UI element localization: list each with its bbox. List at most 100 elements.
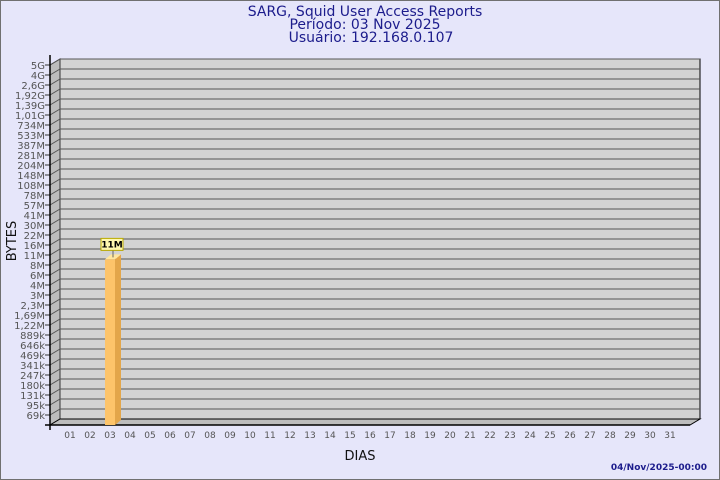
- y-axis-label: BYTES: [5, 221, 20, 262]
- y-tick-label: 30M: [24, 221, 45, 232]
- y-tick-label: 646k: [20, 341, 45, 352]
- gridline-side: [49, 88, 61, 96]
- gridline-side: [49, 58, 61, 66]
- gridline-side: [49, 108, 61, 116]
- x-tick-label: 18: [404, 431, 416, 441]
- x-tick-label: 16: [364, 431, 376, 441]
- gridline-side: [49, 78, 61, 86]
- y-tick-label: 734M: [17, 121, 45, 132]
- y-tick-label: 1,22M: [14, 321, 45, 332]
- y-tick-label: 1,92G: [15, 91, 45, 102]
- x-tick-label: 14: [324, 431, 336, 441]
- y-tick-label: 69k: [26, 411, 45, 422]
- x-tick-label: 15: [344, 431, 355, 441]
- gridline-side: [49, 178, 61, 186]
- y-tick-label: 889k: [20, 331, 45, 342]
- y-tick-label: 533M: [17, 131, 45, 142]
- gridline-side: [49, 228, 61, 236]
- y-tick-label: 95k: [26, 401, 45, 412]
- x-tick-label: 02: [84, 431, 95, 441]
- gridline-side: [49, 348, 61, 356]
- gridline-side: [49, 278, 61, 286]
- y-tick-label: 281M: [17, 151, 45, 162]
- x-tick-label: 09: [224, 431, 236, 441]
- gridline-side: [49, 408, 61, 416]
- gridline-side: [49, 398, 61, 406]
- y-tick-label: 57M: [24, 201, 45, 212]
- gridline-side: [49, 248, 61, 256]
- gridline-side: [49, 118, 61, 126]
- gridline-side: [49, 198, 61, 206]
- x-tick-label: 12: [284, 431, 295, 441]
- x-tick-label: 22: [484, 431, 495, 441]
- chart-subtitle-period: Período: 03 Nov 2025: [289, 17, 440, 33]
- y-tick-label: 131k: [20, 391, 45, 402]
- x-tick-label: 01: [64, 431, 75, 441]
- y-tick-label: 469k: [20, 351, 45, 362]
- y-tick-label: 22M: [24, 231, 45, 242]
- plot-floor: [48, 418, 702, 426]
- bar-03: [105, 259, 115, 425]
- y-tick-label: 108M: [17, 181, 45, 192]
- x-tick-label: 05: [144, 431, 155, 441]
- x-tick-label: 26: [564, 431, 576, 441]
- x-axis-label: DIAS: [345, 449, 376, 464]
- x-tick-label: 04: [124, 431, 136, 441]
- x-tick-label: 11: [264, 431, 275, 441]
- x-tick-label: 10: [244, 431, 256, 441]
- x-tick-label: 28: [604, 431, 616, 441]
- data-label: 11M: [101, 240, 123, 250]
- y-tick-label: 148M: [17, 171, 45, 182]
- y-tick-label: 1,01G: [15, 111, 45, 122]
- gridline-side: [49, 208, 61, 216]
- x-tick-label: 08: [204, 431, 216, 441]
- gridline-side: [49, 148, 61, 156]
- gridline-side: [49, 288, 61, 296]
- y-tick-label: 1,69M: [14, 311, 45, 322]
- gridline-side: [49, 98, 61, 106]
- x-tick-label: 23: [504, 431, 515, 441]
- gridline-side: [49, 168, 61, 176]
- gridline-side: [49, 128, 61, 136]
- gridline-side: [49, 328, 61, 336]
- gridline-side: [49, 268, 61, 276]
- gridline-side: [49, 158, 61, 166]
- gridline-side: [49, 188, 61, 196]
- x-tick-label: 13: [304, 431, 315, 441]
- y-tick-label: 387M: [17, 141, 45, 152]
- gridline-side: [49, 68, 61, 76]
- chart-title: SARG, Squid User Access Reports: [248, 4, 483, 20]
- y-tick-label: 41M: [24, 211, 45, 222]
- x-tick-label: 19: [424, 431, 436, 441]
- gridline-side: [49, 368, 61, 376]
- y-tick-label: 16M: [24, 241, 45, 252]
- y-tick-label: 4G: [31, 71, 45, 82]
- gridline-side: [49, 138, 61, 146]
- footer-timestamp: 04/Nov/2025-00:00: [611, 463, 707, 473]
- x-tick-label: 27: [584, 431, 595, 441]
- data-label-box: [100, 237, 124, 251]
- y-tick-label: 3M: [30, 291, 45, 302]
- y-tick-label: 6M: [30, 271, 45, 282]
- y-tick-label: 2,3M: [20, 301, 45, 312]
- y-tick-label: 180k: [20, 381, 45, 392]
- y-tick-label: 78M: [24, 191, 45, 202]
- x-tick-label: 25: [544, 431, 555, 441]
- chart-subtitle-user: Usuário: 192.168.0.107: [289, 30, 454, 46]
- gridline-side: [49, 238, 61, 246]
- x-tick-label: 29: [624, 431, 636, 441]
- y-tick-label: 1,39G: [15, 101, 45, 112]
- x-tick-label: 21: [464, 431, 475, 441]
- x-tick-label: 17: [384, 431, 395, 441]
- y-tick-label: 5G: [31, 61, 45, 72]
- gridline-side: [49, 218, 61, 226]
- y-tick-label: 8M: [30, 261, 45, 272]
- x-tick-label: 24: [524, 431, 536, 441]
- x-tick-label: 07: [184, 431, 195, 441]
- y-tick-label: 204M: [17, 161, 45, 172]
- x-tick-label: 20: [444, 431, 456, 441]
- y-tick-label: 247k: [20, 371, 45, 382]
- gridline-side: [49, 318, 61, 326]
- x-tick-label: 03: [104, 431, 115, 441]
